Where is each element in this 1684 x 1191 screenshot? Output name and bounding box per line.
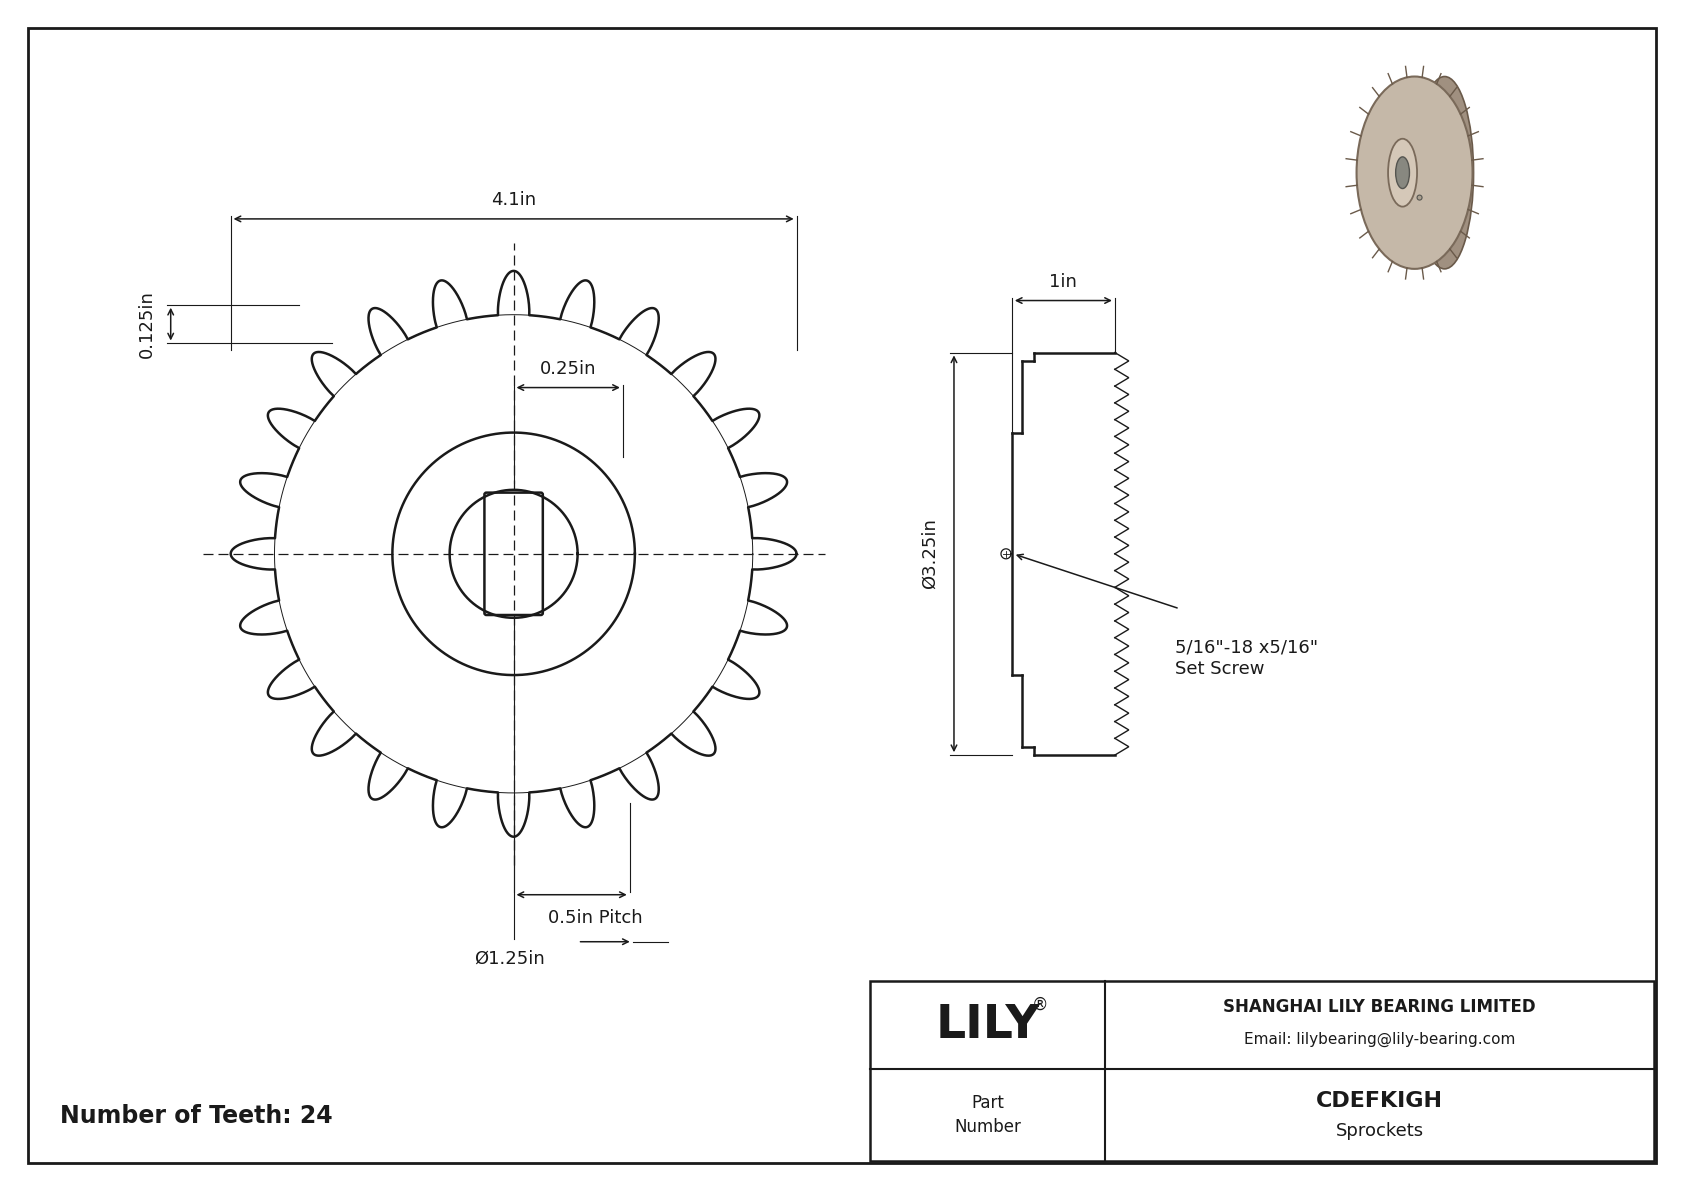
- Text: Part
Number: Part Number: [955, 1095, 1021, 1136]
- Text: 4.1in: 4.1in: [492, 191, 536, 208]
- Text: 5/16"-18 x5/16"
Set Screw: 5/16"-18 x5/16" Set Screw: [1175, 638, 1319, 678]
- Ellipse shape: [1396, 157, 1410, 188]
- Bar: [871, 981, 1654, 1161]
- Text: Email: lilybearing@lily-bearing.com: Email: lilybearing@lily-bearing.com: [1244, 1031, 1516, 1047]
- Text: 0.125in: 0.125in: [138, 291, 155, 358]
- Text: 1in: 1in: [1049, 273, 1078, 291]
- Text: 0.25in: 0.25in: [541, 360, 596, 378]
- Text: CDEFKIGH: CDEFKIGH: [1315, 1091, 1443, 1111]
- Text: ®: ®: [1031, 996, 1047, 1014]
- Ellipse shape: [1357, 76, 1472, 269]
- Text: Ø1.25in: Ø1.25in: [473, 949, 544, 968]
- Text: Sprockets: Sprockets: [1335, 1122, 1423, 1140]
- Ellipse shape: [1388, 139, 1416, 207]
- Ellipse shape: [1416, 195, 1421, 200]
- Text: SHANGHAI LILY BEARING LIMITED: SHANGHAI LILY BEARING LIMITED: [1223, 998, 1536, 1016]
- Text: Ø3.25in: Ø3.25in: [921, 518, 940, 590]
- Ellipse shape: [1416, 76, 1474, 269]
- Text: Number of Teeth: 24: Number of Teeth: 24: [61, 1104, 333, 1128]
- Text: 0.5in Pitch: 0.5in Pitch: [549, 909, 643, 927]
- Text: LILY: LILY: [935, 1003, 1039, 1048]
